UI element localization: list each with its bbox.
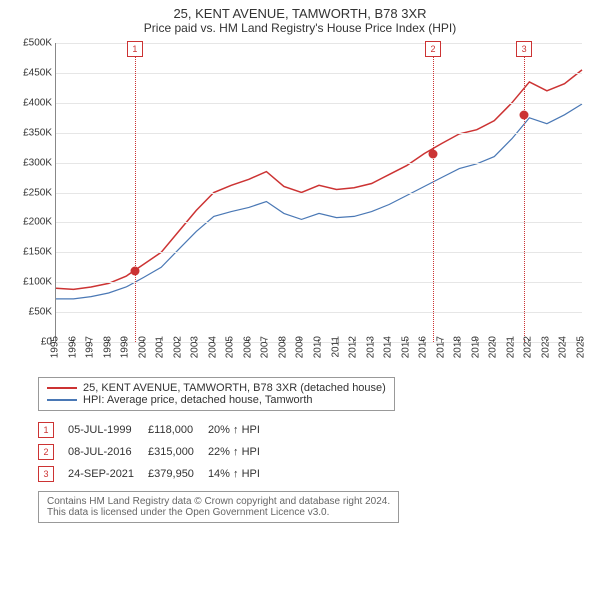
x-axis-label: 2017 — [435, 336, 446, 358]
event-marker-box: 2 — [425, 41, 441, 57]
x-axis-label: 2012 — [348, 336, 359, 358]
event-price: £118,000 — [148, 419, 208, 441]
chart-area: £0£50K£100K£150K£200K£250K£300K£350K£400… — [10, 39, 590, 369]
x-axis-label: 1997 — [85, 336, 96, 358]
event-table: 1 05-JUL-1999£118,00020% ↑ HPI 2 08-JUL-201… — [38, 419, 590, 485]
legend-swatch-red — [47, 387, 77, 389]
x-axis-label: 2003 — [190, 336, 201, 358]
y-axis-label: £100K — [23, 277, 56, 288]
x-axis-label: 1999 — [120, 336, 131, 358]
event-date: 08-JUL-2016 — [68, 441, 148, 463]
event-delta: 14% ↑ HPI — [208, 463, 274, 485]
y-axis-label: £500K — [23, 38, 56, 49]
x-axis-label: 2007 — [260, 336, 271, 358]
y-axis-label: £200K — [23, 217, 56, 228]
event-dot — [130, 267, 139, 276]
x-axis-label: 2004 — [207, 336, 218, 358]
attribution: Contains HM Land Registry data © Crown c… — [38, 491, 399, 523]
x-axis-label: 1998 — [102, 336, 113, 358]
attribution-line1: Contains HM Land Registry data © Crown c… — [47, 496, 390, 507]
event-dot — [428, 149, 437, 158]
x-axis-label: 2010 — [313, 336, 324, 358]
x-axis-label: 2023 — [540, 336, 551, 358]
x-axis-label: 1996 — [67, 336, 78, 358]
y-axis-label: £400K — [23, 97, 56, 108]
y-axis-label: £250K — [23, 187, 56, 198]
legend: 25, KENT AVENUE, TAMWORTH, B78 3XR (deta… — [38, 377, 395, 411]
event-price: £379,950 — [148, 463, 208, 485]
chart-title: 25, KENT AVENUE, TAMWORTH, B78 3XR — [10, 6, 590, 21]
event-vline — [524, 43, 525, 342]
x-axis-label: 2024 — [558, 336, 569, 358]
y-axis-label: £150K — [23, 247, 56, 258]
x-axis-label: 2016 — [418, 336, 429, 358]
event-row: 1 05-JUL-1999£118,00020% ↑ HPI — [38, 419, 274, 441]
x-axis-label: 2020 — [488, 336, 499, 358]
event-marker-box: 1 — [127, 41, 143, 57]
event-dot — [520, 110, 529, 119]
event-delta: 22% ↑ HPI — [208, 441, 274, 463]
x-axis-label: 2009 — [295, 336, 306, 358]
event-number-box: 1 — [38, 422, 54, 438]
event-price: £315,000 — [148, 441, 208, 463]
x-axis-labels: 1995199619971998199920002001200220032004… — [55, 343, 582, 369]
legend-swatch-blue — [47, 399, 77, 401]
legend-item-hpi: HPI: Average price, detached house, Tamw… — [47, 394, 386, 406]
x-axis-label: 2000 — [137, 336, 148, 358]
event-row: 3 24-SEP-2021£379,95014% ↑ HPI — [38, 463, 274, 485]
x-axis-label: 2001 — [155, 336, 166, 358]
y-axis-label: £350K — [23, 127, 56, 138]
x-axis-label: 2014 — [383, 336, 394, 358]
x-axis-label: 2022 — [523, 336, 534, 358]
y-axis-label: £300K — [23, 157, 56, 168]
x-axis-label: 1995 — [50, 336, 61, 358]
x-axis-label: 2019 — [470, 336, 481, 358]
event-number-box: 2 — [38, 444, 54, 460]
legend-label-blue: HPI: Average price, detached house, Tamw… — [83, 394, 313, 406]
event-vline — [433, 43, 434, 342]
plot-region: £0£50K£100K£150K£200K£250K£300K£350K£400… — [55, 43, 582, 343]
event-number-box: 3 — [38, 466, 54, 482]
event-marker-box: 3 — [516, 41, 532, 57]
event-delta: 20% ↑ HPI — [208, 419, 274, 441]
x-axis-label: 2015 — [400, 336, 411, 358]
x-axis-label: 2011 — [330, 336, 341, 358]
attribution-line2: This data is licensed under the Open Gov… — [47, 507, 390, 518]
x-axis-label: 2018 — [453, 336, 464, 358]
x-axis-label: 2005 — [225, 336, 236, 358]
x-axis-label: 2002 — [172, 336, 183, 358]
legend-label-red: 25, KENT AVENUE, TAMWORTH, B78 3XR (deta… — [83, 382, 386, 394]
legend-item-property: 25, KENT AVENUE, TAMWORTH, B78 3XR (deta… — [47, 382, 386, 394]
x-axis-label: 2025 — [576, 336, 587, 358]
event-date: 05-JUL-1999 — [68, 419, 148, 441]
event-vline — [135, 43, 136, 342]
x-axis-label: 2021 — [505, 336, 516, 358]
x-axis-label: 2008 — [277, 336, 288, 358]
event-date: 24-SEP-2021 — [68, 463, 148, 485]
chart-subtitle: Price paid vs. HM Land Registry's House … — [10, 21, 590, 35]
y-axis-label: £450K — [23, 67, 56, 78]
x-axis-label: 2006 — [242, 336, 253, 358]
event-row: 2 08-JUL-2016£315,00022% ↑ HPI — [38, 441, 274, 463]
y-axis-label: £50K — [29, 307, 56, 318]
x-axis-label: 2013 — [365, 336, 376, 358]
